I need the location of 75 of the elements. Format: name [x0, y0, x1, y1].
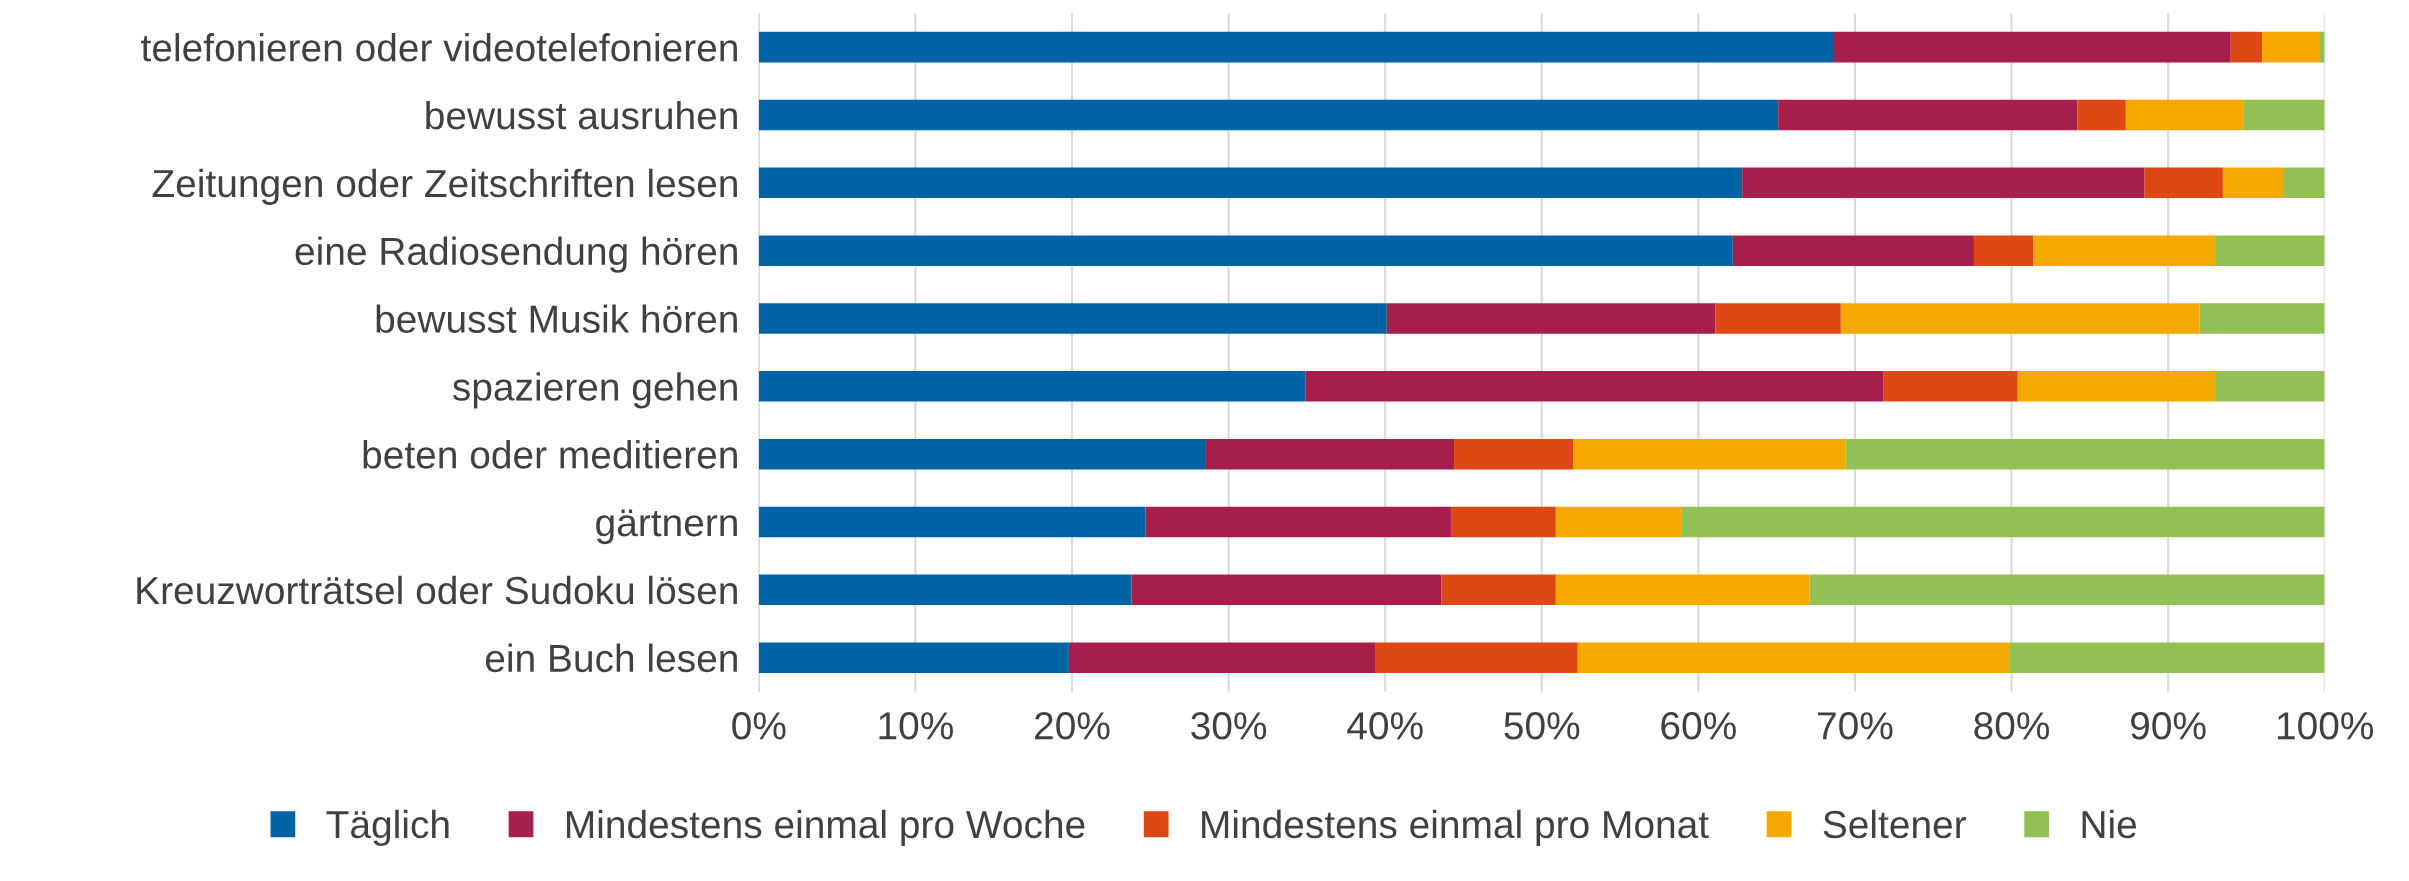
bar	[2222, 167, 2284, 199]
bar	[1555, 574, 1810, 606]
y-tick-label: spazieren gehen	[452, 372, 737, 409]
bar	[2009, 642, 2325, 673]
y-tick-label: gärtnern	[596, 509, 737, 545]
x-tick-label: 30%	[1191, 712, 1267, 740]
bar	[1441, 574, 1556, 606]
x-tick-label: 100%	[2277, 712, 2374, 740]
legend-label: Mindestens einmal pro Monat	[1202, 809, 1709, 846]
bar	[2243, 99, 2325, 131]
bar	[1305, 371, 1884, 402]
x-tick-label: 10%	[879, 712, 953, 740]
bar	[1715, 303, 1841, 334]
legend-label: Seltener	[1823, 809, 1967, 839]
x-tick-label: 90%	[2131, 712, 2206, 740]
bar	[2017, 371, 2216, 402]
bar	[2283, 167, 2325, 199]
y-tick-label: telefonieren oder videotelefonieren	[141, 33, 737, 62]
bar	[1145, 506, 1451, 538]
y-tick-label: Zeitungen oder Zeitschriften lesen	[152, 168, 737, 205]
x-tick-label: 60%	[1661, 712, 1736, 740]
bar	[1742, 167, 2145, 199]
bar	[758, 235, 1733, 266]
y-tick-label: beten oder meditieren	[363, 440, 737, 469]
bar	[758, 438, 1206, 470]
bar	[758, 99, 1779, 131]
bar	[2033, 235, 2216, 266]
legend-label: Mindestens einmal pro Woche	[566, 809, 1085, 846]
y-tick-label: eine Radiosendung hören	[295, 236, 737, 273]
bar	[1450, 506, 1556, 538]
bar	[1809, 574, 2325, 606]
y-tick-label: bewusst ausruhen	[426, 100, 737, 130]
x-tick-label: 80%	[1974, 712, 2050, 740]
bar	[1068, 642, 1376, 673]
bar	[2144, 167, 2223, 199]
bar	[1845, 438, 2325, 470]
bar	[2230, 31, 2263, 63]
y-tick-label: Kreuzworträtsel oder Sudoku lösen	[137, 575, 737, 605]
x-tick-label: 50%	[1504, 712, 1580, 740]
x-tick-label: 70%	[1818, 712, 1893, 740]
bar	[1577, 642, 2010, 673]
bar	[1833, 31, 2231, 63]
x-tick-label: 20%	[1035, 712, 1110, 740]
bar	[2077, 99, 2126, 131]
legend-label: Nie	[2082, 809, 2137, 839]
bar	[758, 574, 1132, 606]
bar	[758, 167, 1743, 199]
bar	[2215, 371, 2325, 402]
bar	[1778, 99, 2078, 131]
y-tick-label: bewusst Musik hören	[376, 304, 737, 333]
bar	[1840, 303, 2200, 334]
bar	[1681, 506, 2325, 538]
legend-label: Täglich	[326, 809, 449, 846]
bar	[1454, 438, 1574, 470]
bar	[758, 371, 1306, 402]
bar	[2215, 235, 2325, 266]
bar	[1386, 303, 1716, 334]
bar	[2262, 31, 2320, 63]
bar	[758, 31, 1834, 63]
bar	[1555, 506, 1682, 538]
bar	[1573, 438, 1846, 470]
bar	[2199, 303, 2325, 334]
y-tick-label: ein Buch lesen	[485, 643, 737, 673]
bar	[1131, 574, 1442, 606]
x-tick-label: 0%	[732, 712, 786, 740]
bar	[758, 303, 1387, 334]
bar	[1732, 235, 1974, 266]
x-tick-label: 40%	[1347, 712, 1423, 740]
bar	[1883, 371, 2018, 402]
bar	[2125, 99, 2244, 131]
bar	[1973, 235, 2034, 266]
bar	[758, 506, 1146, 538]
bar	[1205, 438, 1455, 470]
bar	[758, 642, 1069, 673]
bar	[1375, 642, 1578, 673]
